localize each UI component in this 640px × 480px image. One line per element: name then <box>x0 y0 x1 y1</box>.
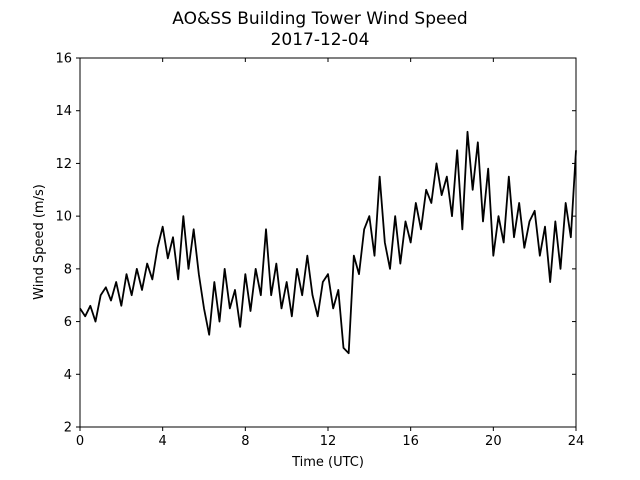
y-axis-label: Wind Speed (m/s) <box>32 184 47 300</box>
x-tick-label: 16 <box>402 434 419 449</box>
x-tick-label: 0 <box>76 434 84 449</box>
y-tick-label: 4 <box>64 368 72 383</box>
y-tick-label: 2 <box>64 421 72 436</box>
chart-subtitle: 2017-12-04 <box>271 30 370 50</box>
y-tick-label: 12 <box>55 157 72 172</box>
data-line <box>79 130 577 355</box>
chart-title: AO&SS Building Tower Wind Speed <box>172 9 467 29</box>
plot-frame <box>79 57 577 428</box>
y-tick-label: 14 <box>55 104 72 119</box>
x-axis-label: Time (UTC) <box>291 455 364 470</box>
x-tick-label: 20 <box>485 434 502 449</box>
y-tick-label: 6 <box>64 315 72 330</box>
y-tick-label: 10 <box>55 210 72 225</box>
x-tick-label: 24 <box>568 434 585 449</box>
x-tick-label: 4 <box>159 434 167 449</box>
x-tick-label: 12 <box>320 434 337 449</box>
y-tick-label: 16 <box>55 52 72 67</box>
y-tick-label: 8 <box>64 262 72 277</box>
x-tick-label: 8 <box>241 434 249 449</box>
